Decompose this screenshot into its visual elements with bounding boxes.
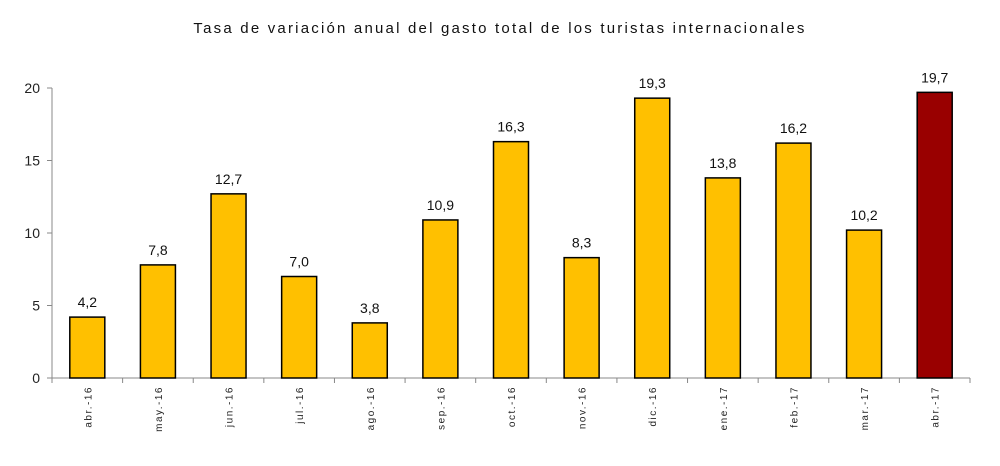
y-tick-label: 20 xyxy=(24,80,40,96)
bar xyxy=(422,219,459,379)
x-tick-label: oct.-16 xyxy=(507,386,518,427)
data-label: 19,3 xyxy=(639,75,666,91)
data-label: 7,0 xyxy=(289,254,309,270)
data-label: 13,8 xyxy=(709,155,736,171)
y-tick-label: 5 xyxy=(32,298,40,314)
bar xyxy=(633,97,671,379)
bar xyxy=(704,177,742,379)
data-label: 7,8 xyxy=(148,242,168,258)
data-label: 8,3 xyxy=(572,235,592,251)
y-tick-label: 10 xyxy=(24,225,40,241)
bar xyxy=(563,256,600,379)
chart-title: Tasa de variación anual del gasto total … xyxy=(193,20,807,37)
x-tick-label: jun.-16 xyxy=(225,386,236,428)
x-tick-label: dic.-16 xyxy=(648,386,659,427)
x-tick-label: ene.-17 xyxy=(719,386,730,430)
x-tick-label: ago.-16 xyxy=(366,386,377,430)
x-tick-label: abr.-16 xyxy=(83,386,94,428)
data-label: 3,8 xyxy=(360,300,380,316)
bar xyxy=(210,193,247,379)
bar xyxy=(492,140,530,379)
data-label: 16,2 xyxy=(780,120,807,136)
bar xyxy=(845,229,883,379)
bar xyxy=(69,316,106,379)
x-tick-label: jul.-16 xyxy=(295,386,306,425)
x-tick-label: nov.-16 xyxy=(578,386,589,429)
data-label: 10,2 xyxy=(850,207,877,223)
y-tick-label: 15 xyxy=(24,153,40,169)
data-label: 4,2 xyxy=(78,294,98,310)
bar xyxy=(775,142,812,379)
x-tick-label: feb.-17 xyxy=(789,386,800,428)
y-tick-label: 0 xyxy=(32,370,40,386)
data-label: 16,3 xyxy=(497,119,524,135)
x-tick-label: may.-16 xyxy=(154,386,165,432)
x-tick-label: abr.-17 xyxy=(931,386,942,428)
data-label: 10,9 xyxy=(427,197,454,213)
x-tick-label: mar.-17 xyxy=(860,386,871,430)
data-label: 12,7 xyxy=(215,171,242,187)
x-tick-label: sep.-16 xyxy=(436,386,447,430)
bar xyxy=(139,264,177,379)
data-label: 19,7 xyxy=(921,69,948,85)
bar xyxy=(351,322,389,379)
bar xyxy=(280,275,318,379)
bar xyxy=(916,91,953,379)
